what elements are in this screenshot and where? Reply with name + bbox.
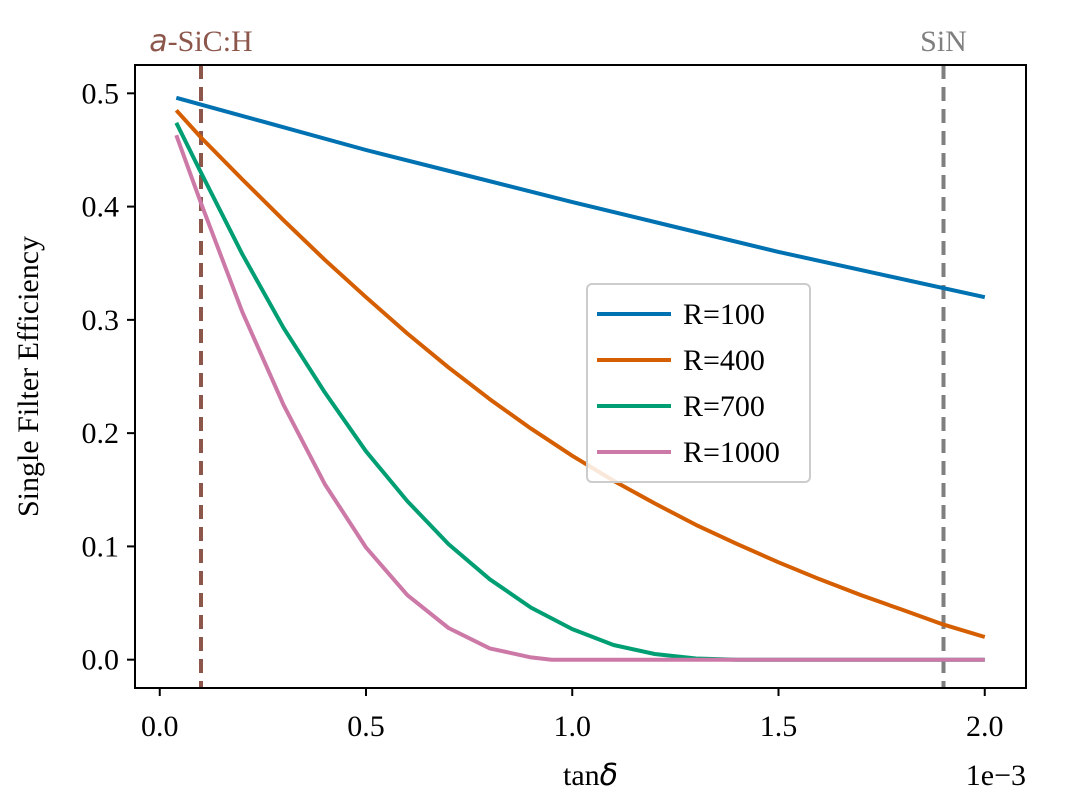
plot-frame — [134, 64, 1027, 689]
legend-box — [586, 283, 811, 483]
reference-line-label: SiN — [920, 25, 967, 58]
y-tick-label: 0.0 — [82, 644, 120, 677]
reference-lines: a-SiC:H SiN — [149, 24, 967, 688]
x-axis-label: tanδ — [563, 758, 618, 793]
x-axis-ticks: 0.0 0.5 1.0 1.5 2.0 — [141, 688, 1004, 743]
x-axis-label-prefix: tan — [563, 759, 600, 792]
series-line-r-100 — [175, 95, 986, 300]
legend-label: R=700 — [683, 390, 765, 423]
y-axis-label: Single Filter Efficiency — [12, 236, 45, 517]
legend-label: R=400 — [683, 344, 765, 377]
series-line-r-400 — [174, 108, 986, 639]
legend-label: R=1000 — [683, 436, 780, 469]
y-axis-ticks: 0.0 0.1 0.2 0.3 0.4 0.5 — [82, 77, 135, 677]
y-tick-label: 0.1 — [82, 530, 120, 563]
x-axis-scale-label: 1e−3 — [966, 759, 1026, 792]
x-axis-label-symbol: δ — [600, 758, 618, 793]
y-tick-label: 0.5 — [82, 77, 120, 110]
x-tick-label: 0.5 — [347, 710, 385, 743]
legend: R=100 R=400 R=700 R=1000 — [586, 283, 811, 483]
y-tick-label: 0.2 — [82, 417, 120, 450]
x-tick-label: 0.0 — [141, 710, 179, 743]
y-tick-label: 0.4 — [82, 191, 120, 224]
legend-label: R=100 — [683, 298, 765, 331]
x-tick-label: 1.5 — [760, 710, 798, 743]
series-line-r-1000 — [174, 134, 985, 662]
y-tick-label: 0.3 — [82, 304, 120, 337]
series-lines — [174, 95, 986, 662]
x-tick-label: 1.0 — [554, 710, 592, 743]
reference-line-label: a-SiC:H — [149, 24, 252, 59]
x-tick-label: 2.0 — [966, 710, 1004, 743]
